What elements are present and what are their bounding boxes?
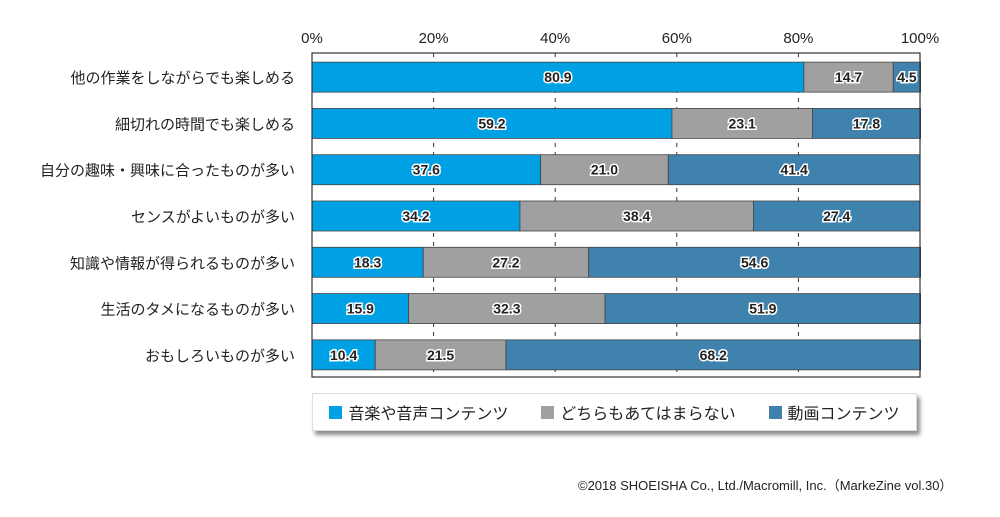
legend-swatch-audio bbox=[329, 405, 343, 419]
data-label: 10.4 bbox=[330, 347, 357, 363]
bar-segment bbox=[667, 154, 921, 186]
data-label: 17.8 bbox=[853, 115, 880, 131]
bar-segment bbox=[311, 246, 424, 278]
bar-segment bbox=[422, 246, 590, 278]
data-label: 4.5 bbox=[897, 69, 917, 85]
data-label: 14.7 bbox=[835, 69, 862, 85]
bar-segment bbox=[408, 293, 606, 324]
copyright-credit: ©2018 SHOEISHA Co., Ltd./Macromill, Inc.… bbox=[578, 478, 953, 493]
data-label: 34.2 bbox=[402, 208, 429, 224]
category-label: 自分の趣味・興味に合ったものが多い bbox=[40, 162, 295, 180]
data-label: 38.4 bbox=[623, 208, 650, 224]
data-label: 21.0 bbox=[591, 162, 618, 178]
bar-segment bbox=[811, 108, 922, 139]
data-label: 15.9 bbox=[347, 301, 374, 317]
bar-segment bbox=[311, 293, 410, 324]
data-label: 59.2 bbox=[478, 115, 505, 131]
bar-segment bbox=[803, 61, 894, 93]
category-label: センスがよいものが多い bbox=[131, 208, 295, 226]
legend: 音楽や音声コンテンツ どちらもあてはまらない 動画コンテンツ bbox=[312, 393, 917, 431]
x-tick-label: 40% bbox=[540, 30, 570, 47]
bar-segment bbox=[519, 200, 754, 232]
legend-item-video: 動画コンテンツ bbox=[768, 400, 900, 424]
data-label: 21.5 bbox=[427, 347, 454, 363]
bar-segment bbox=[604, 293, 922, 324]
x-tick-label: 20% bbox=[419, 30, 449, 47]
category-label: 知識や情報が得られるものが多い bbox=[70, 254, 295, 272]
data-label: 23.1 bbox=[729, 115, 756, 131]
legend-label-neither: どちらもあてはまらない bbox=[560, 404, 736, 423]
legend-swatch-neither bbox=[541, 405, 555, 419]
data-label: 54.6 bbox=[741, 254, 768, 270]
category-label: 細切れの時間でも楽しめる bbox=[115, 115, 295, 133]
category-label: おもしろいものが多い bbox=[145, 347, 295, 365]
x-tick-label: 0% bbox=[301, 30, 323, 47]
data-label: 27.4 bbox=[823, 208, 850, 224]
x-tick-label: 100% bbox=[901, 30, 939, 47]
legend-item-neither: どちらもあてはまらない bbox=[541, 400, 736, 424]
data-label: 32.3 bbox=[493, 301, 520, 317]
category-label: 他の作業をしながらでも楽しめる bbox=[70, 69, 295, 87]
bar-segment bbox=[892, 61, 922, 93]
x-tick-label: 60% bbox=[662, 30, 692, 47]
data-label: 27.2 bbox=[492, 254, 519, 270]
legend-swatch-video bbox=[768, 405, 782, 419]
plot-frame bbox=[311, 52, 921, 378]
bar-segment bbox=[671, 108, 813, 139]
bar-segment bbox=[588, 246, 922, 278]
bar-segment bbox=[505, 339, 922, 371]
bar-segment bbox=[753, 200, 921, 232]
data-label: 51.9 bbox=[749, 301, 776, 317]
data-label: 41.4 bbox=[781, 162, 808, 178]
legend-label-video: 動画コンテンツ bbox=[787, 404, 900, 423]
legend-item-audio: 音楽や音声コンテンツ bbox=[329, 400, 508, 424]
data-label: 18.3 bbox=[354, 254, 381, 270]
data-label: 37.6 bbox=[413, 162, 440, 178]
bar-segment bbox=[311, 339, 376, 371]
bar-segment bbox=[374, 339, 507, 371]
data-label: 68.2 bbox=[700, 347, 727, 363]
legend-label-audio: 音楽や音声コンテンツ bbox=[348, 404, 509, 423]
data-label: 80.9 bbox=[544, 69, 571, 85]
category-label: 生活のタメになるものが多い bbox=[100, 301, 295, 319]
x-tick-label: 80% bbox=[783, 30, 813, 47]
